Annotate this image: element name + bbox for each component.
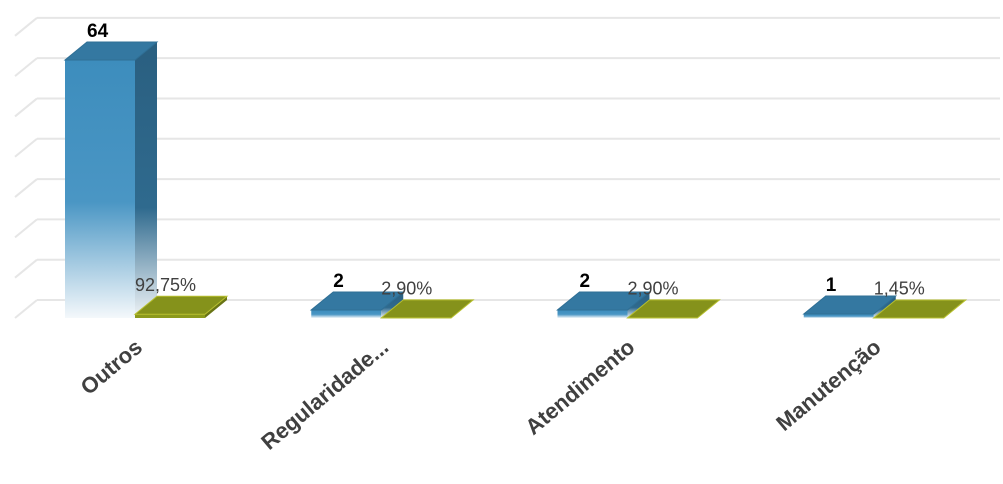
grid-line	[14, 17, 38, 37]
grid-line	[14, 299, 38, 319]
bar-top	[802, 295, 898, 315]
grid-line	[14, 258, 38, 279]
grid-line	[14, 218, 38, 239]
bar-top	[556, 291, 651, 311]
bar-front	[135, 314, 205, 318]
bar-front	[803, 313, 874, 318]
x-tick-label: Regularidade...	[256, 334, 393, 455]
bar-front	[557, 309, 628, 318]
bar-side	[381, 291, 404, 318]
data-label: 2	[333, 271, 344, 292]
bar-side	[873, 295, 896, 318]
grid-line	[14, 57, 38, 77]
data-label: 1,45%	[874, 279, 925, 299]
data-label: 2,90%	[381, 279, 432, 299]
data-label: 2,90%	[628, 279, 679, 299]
data-label: 92,75%	[135, 275, 196, 295]
x-tick-label: Manutenção	[771, 334, 885, 436]
bar-side	[205, 296, 227, 318]
grid-line	[14, 137, 38, 158]
bar-front	[311, 309, 382, 318]
grid-line	[14, 178, 38, 198]
bar-top	[872, 299, 968, 319]
bar-top	[379, 299, 475, 319]
data-label: 64	[87, 21, 109, 42]
bar-front	[65, 60, 135, 318]
bar-top	[133, 295, 229, 315]
bar-side	[627, 291, 650, 318]
x-tick-label: Atendimento	[520, 334, 639, 440]
bar-top	[63, 41, 159, 61]
bar-top	[626, 299, 721, 319]
data-label: 1	[826, 275, 837, 296]
bar-side	[135, 42, 157, 318]
data-label: 2	[580, 271, 591, 292]
x-tick-label: Outros	[76, 334, 147, 400]
bar-top	[309, 291, 405, 311]
grid-line	[14, 97, 38, 118]
